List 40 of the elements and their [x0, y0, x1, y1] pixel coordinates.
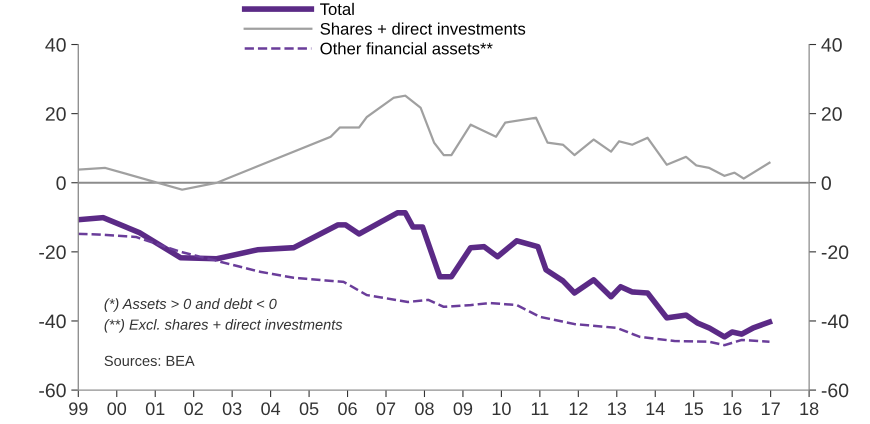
- legend-label: Other financial assets**: [320, 42, 493, 54]
- legend-label: Total: [320, 2, 354, 16]
- x-tick-label: 08: [415, 402, 434, 416]
- y-tick-label: -20: [39, 245, 66, 260]
- y-tick-label: 20: [46, 107, 66, 121]
- x-tick-label: 15: [685, 402, 703, 416]
- y2-tick-label: 0: [822, 176, 831, 190]
- x-tick-label: 00: [107, 402, 126, 416]
- x-tick-label: 01: [146, 402, 164, 416]
- x-tick-label: 12: [570, 402, 588, 415]
- x-tick-label: 09: [454, 402, 472, 416]
- y2-tick-label: -20: [822, 245, 848, 260]
- x-tick-label: 13: [608, 402, 626, 416]
- y-tick-label: -60: [39, 384, 66, 398]
- y-tick-label: -40: [39, 314, 66, 328]
- y-tick-label: 0: [56, 176, 66, 190]
- x-tick-label: 02: [184, 402, 203, 416]
- line-series: [78, 94, 771, 191]
- annotation: (*) Assets > 0 and debt < 0: [104, 298, 277, 312]
- x-tick-label: 10: [492, 402, 511, 416]
- annotation: Sources: BEA: [104, 356, 195, 366]
- x-tick-label: 03: [222, 402, 242, 416]
- x-tick-label: 06: [338, 402, 357, 416]
- x-tick-label: 99: [69, 402, 88, 416]
- x-tick-label: 07: [376, 402, 396, 416]
- x-tick-label: 16: [724, 402, 742, 416]
- annotation: (**) Excl. shares + direct investments: [104, 319, 342, 333]
- y2-tick-label: -60: [822, 384, 848, 398]
- x-tick-label: 14: [646, 402, 665, 415]
- x-tick-label: 11: [532, 402, 548, 415]
- y2-tick-label: 20: [822, 107, 842, 121]
- line-series: [78, 232, 771, 346]
- y2-tick-label: -40: [822, 314, 848, 328]
- legend-label: Shares + direct investments: [320, 22, 526, 35]
- x-tick-label: 04: [261, 402, 280, 416]
- x-tick-label: 05: [300, 402, 318, 416]
- y-tick-label: 40: [45, 38, 66, 52]
- y2-tick-label: 40: [821, 38, 842, 52]
- x-tick-label: 17: [762, 402, 780, 415]
- x-tick-label: 18: [800, 402, 818, 416]
